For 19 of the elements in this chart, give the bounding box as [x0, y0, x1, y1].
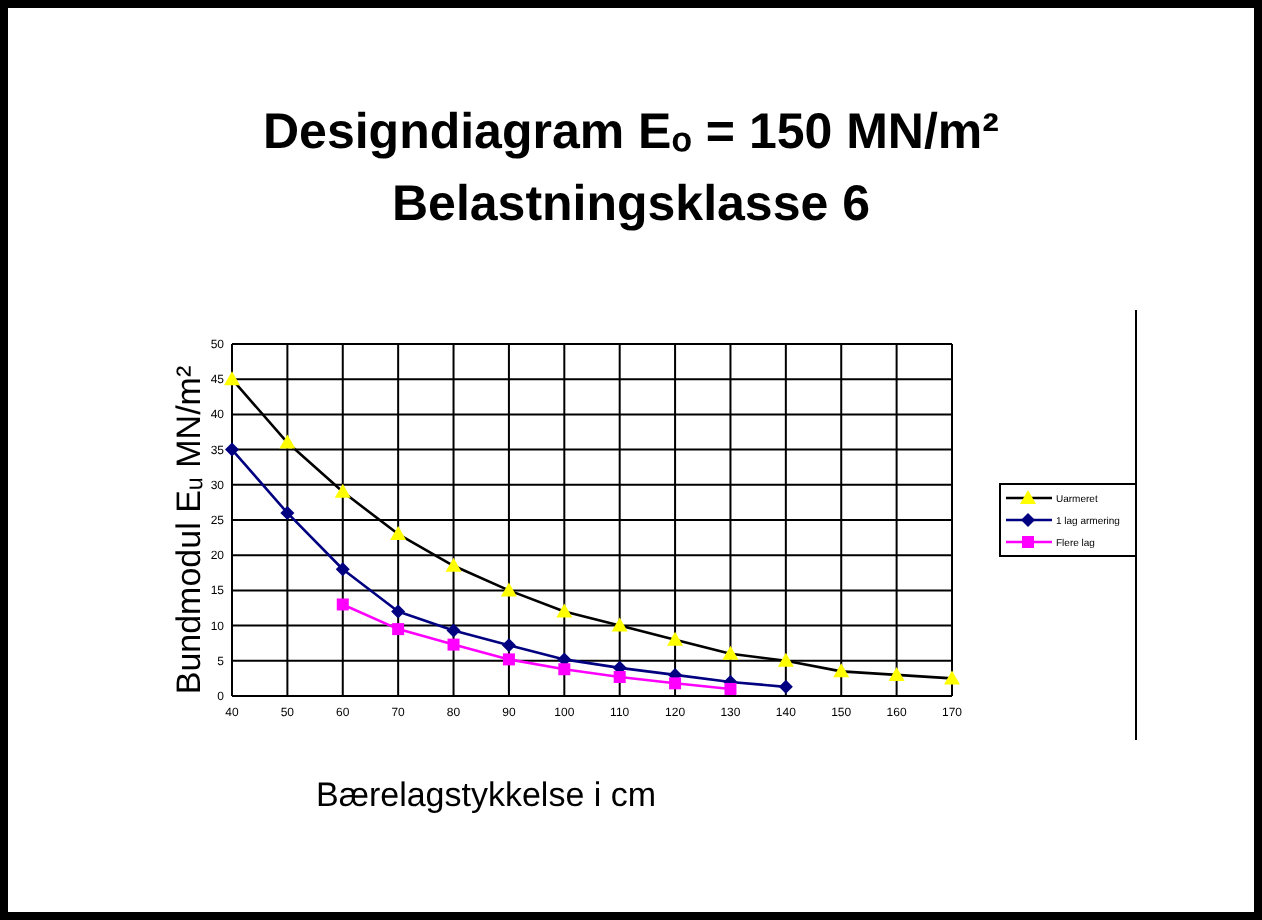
point — [225, 442, 239, 457]
point — [391, 604, 406, 619]
point — [392, 623, 405, 636]
point — [669, 677, 682, 690]
chart-title: Designdiagram Eₒ = 150 MN/m² — [262, 104, 1000, 160]
x-axis-title: Bærelagstykkelse i cm — [316, 776, 657, 814]
point — [280, 505, 295, 520]
y-axis-title: Bundmodul Eᵤ MN/m² — [170, 365, 208, 695]
point — [446, 623, 461, 638]
chart-subtitle: Belastningsklasse 6 — [391, 176, 871, 232]
point — [778, 679, 793, 694]
point — [336, 598, 349, 611]
point — [502, 653, 515, 666]
point — [558, 663, 571, 676]
point — [501, 638, 516, 653]
point — [724, 682, 737, 695]
point — [613, 670, 626, 683]
point — [447, 638, 460, 651]
point — [335, 562, 350, 577]
